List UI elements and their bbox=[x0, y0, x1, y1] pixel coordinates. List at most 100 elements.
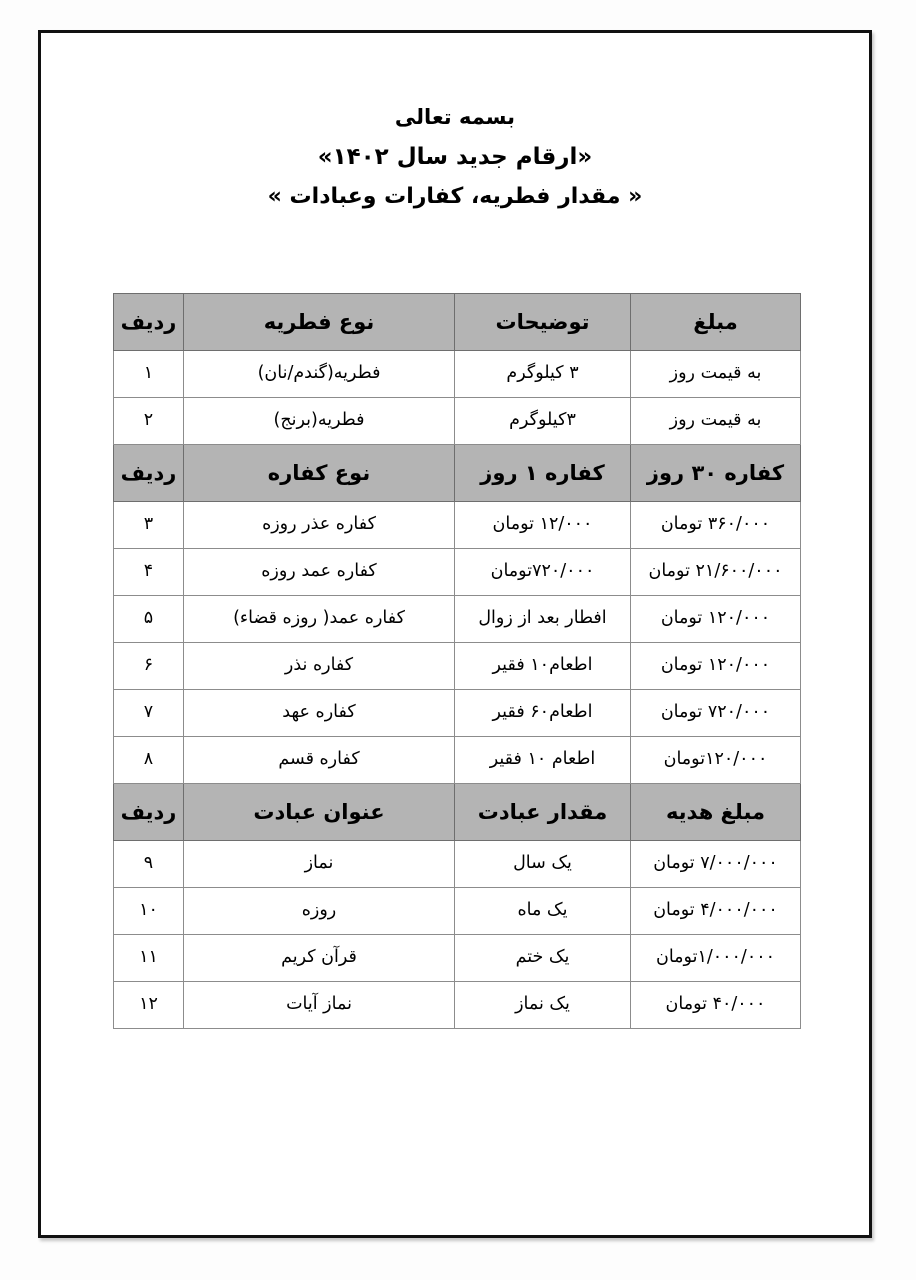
table-row: ۱۲۰/۰۰۰ تومان اطعام۱۰ فقیر کفاره نذر ۶ bbox=[113, 642, 801, 690]
cell-detail: اطعام۱۰ فقیر bbox=[454, 642, 631, 690]
table-row: ۱۲۰/۰۰۰ تومان افطار بعد از زوال کفاره عم… bbox=[113, 595, 801, 643]
cell-title: کفاره عمد( روزه قضاء) bbox=[183, 595, 455, 643]
document-heading: بسمه تعالی «ارقام جدید سال ۱۴۰۲» « مقدار… bbox=[41, 105, 869, 209]
rates-table: مبلغ توضیحات نوع فطریه ردیف به قیمت روز bbox=[113, 293, 801, 1029]
cell-title-value: کفاره قسم bbox=[278, 749, 360, 770]
cell-title-value: کفاره نذر bbox=[284, 655, 354, 676]
document-sheet: بسمه تعالی «ارقام جدید سال ۱۴۰۲» « مقدار… bbox=[38, 30, 872, 1238]
cell-title: فطریه(برنج) bbox=[183, 397, 455, 445]
cell-index-value: ۳ bbox=[143, 514, 154, 535]
column-header-title: نوع کفاره bbox=[183, 444, 455, 502]
column-header-index: ردیف bbox=[113, 783, 184, 841]
cell-index-value: ۸ bbox=[143, 749, 154, 770]
cell-detail-value: ۳کیلوگرم bbox=[509, 410, 576, 431]
table-row: به قیمت روز ۳ کیلوگرم فطریه(گندم/نان) ۱ bbox=[113, 350, 801, 398]
cell-amount: ۴/۰۰۰/۰۰۰ تومان bbox=[630, 887, 801, 935]
cell-detail: افطار بعد از زوال bbox=[454, 595, 631, 643]
table-row: ۱۲۰/۰۰۰تومان اطعام ۱۰ فقیر کفاره قسم ۸ bbox=[113, 736, 801, 784]
cell-amount: ۱۲۰/۰۰۰ تومان bbox=[630, 642, 801, 690]
table-row: ۷۲۰/۰۰۰ تومان اطعام۶۰ فقیر کفاره عهد ۷ bbox=[113, 689, 801, 737]
cell-title-value: نماز bbox=[304, 853, 334, 874]
cell-amount-value: ۴/۰۰۰/۰۰۰ تومان bbox=[653, 900, 778, 921]
cell-detail-value: یک نماز bbox=[515, 994, 570, 1015]
column-header-detail-label: کفاره ۱ روز bbox=[480, 460, 605, 485]
column-header-title-label: عنوان عبادت bbox=[253, 799, 385, 824]
cell-detail: ۳ کیلوگرم bbox=[454, 350, 631, 398]
cell-index-value: ۲ bbox=[143, 410, 154, 431]
cell-amount-value: به قیمت روز bbox=[669, 410, 762, 431]
cell-index-value: ۷ bbox=[143, 702, 154, 723]
cell-amount-value: ۱۲۰/۰۰۰ تومان bbox=[660, 655, 771, 676]
cell-detail-value: اطعام۱۰ فقیر bbox=[492, 655, 593, 676]
cell-index-value: ۵ bbox=[143, 608, 154, 629]
column-header-title-label: نوع کفاره bbox=[267, 460, 371, 485]
cell-amount: ۱۲۰/۰۰۰ تومان bbox=[630, 595, 801, 643]
column-header-detail: کفاره ۱ روز bbox=[454, 444, 631, 502]
cell-index: ۱۱ bbox=[113, 934, 184, 982]
cell-detail: ۳کیلوگرم bbox=[454, 397, 631, 445]
cell-index-value: ۹ bbox=[143, 853, 154, 874]
cell-index: ۸ bbox=[113, 736, 184, 784]
column-header-index-label: ردیف bbox=[120, 309, 177, 334]
cell-index-value: ۶ bbox=[143, 655, 154, 676]
cell-title: کفاره عمد روزه bbox=[183, 548, 455, 596]
cell-amount: ۴۰/۰۰۰ تومان bbox=[630, 981, 801, 1029]
cell-title: کفاره قسم bbox=[183, 736, 455, 784]
cell-amount-value: ۱۲۰/۰۰۰تومان bbox=[663, 749, 768, 770]
table-row: ۱/۰۰۰/۰۰۰تومان یک ختم قرآن کریم ۱۱ bbox=[113, 934, 801, 982]
column-header-index: ردیف bbox=[113, 444, 184, 502]
column-header-amount-label: مبلغ bbox=[693, 309, 738, 334]
cell-index-value: ۱۰ bbox=[139, 900, 158, 921]
section-header-kafareh: کفاره ۳۰ روز کفاره ۱ روز نوع کفاره ردیف bbox=[113, 444, 801, 502]
cell-amount: ۷/۰۰۰/۰۰۰ تومان bbox=[630, 840, 801, 888]
cell-index: ۳ bbox=[113, 501, 184, 549]
cell-index-value: ۴ bbox=[143, 561, 154, 582]
cell-title: کفاره عذر روزه bbox=[183, 501, 455, 549]
cell-title: نماز آیات bbox=[183, 981, 455, 1029]
cell-amount-value: به قیمت روز bbox=[669, 363, 762, 384]
cell-amount: به قیمت روز bbox=[630, 397, 801, 445]
section-header-fitriyeh: مبلغ توضیحات نوع فطریه ردیف bbox=[113, 293, 801, 351]
cell-title-value: کفاره عذر روزه bbox=[262, 514, 376, 535]
cell-index: ۱۲ bbox=[113, 981, 184, 1029]
cell-amount-value: ۷/۰۰۰/۰۰۰ تومان bbox=[653, 853, 778, 874]
table-row: ۴۰/۰۰۰ تومان یک نماز نماز آیات ۱۲ bbox=[113, 981, 801, 1029]
table-row: ۴/۰۰۰/۰۰۰ تومان یک ماه روزه ۱۰ bbox=[113, 887, 801, 935]
cell-index: ۵ bbox=[113, 595, 184, 643]
cell-amount-value: ۱/۰۰۰/۰۰۰تومان bbox=[655, 947, 776, 968]
cell-title-value: قرآن کریم bbox=[281, 947, 357, 968]
cell-detail-value: یک ختم bbox=[515, 947, 570, 968]
table-row: به قیمت روز ۳کیلوگرم فطریه(برنج) ۲ bbox=[113, 397, 801, 445]
cell-detail: یک نماز bbox=[454, 981, 631, 1029]
table-row: ۳۶۰/۰۰۰ تومان ۱۲/۰۰۰ تومان کفاره عذر روز… bbox=[113, 501, 801, 549]
cell-detail-value: ۱۲/۰۰۰ تومان bbox=[492, 514, 593, 535]
cell-index: ۲ bbox=[113, 397, 184, 445]
cell-detail: یک سال bbox=[454, 840, 631, 888]
cell-amount-value: ۳۶۰/۰۰۰ تومان bbox=[660, 514, 771, 535]
cell-title: قرآن کریم bbox=[183, 934, 455, 982]
cell-title: کفاره عهد bbox=[183, 689, 455, 737]
cell-amount-value: ۷۲۰/۰۰۰ تومان bbox=[660, 702, 771, 723]
cell-title-value: کفاره عهد bbox=[282, 702, 356, 723]
cell-title: فطریه(گندم/نان) bbox=[183, 350, 455, 398]
section-header-ebadat: مبلغ هدیه مقدار عبادت عنوان عبادت ردیف bbox=[113, 783, 801, 841]
cell-title: نماز bbox=[183, 840, 455, 888]
cell-detail-value: افطار بعد از زوال bbox=[478, 608, 607, 629]
table-row: ۷/۰۰۰/۰۰۰ تومان یک سال نماز ۹ bbox=[113, 840, 801, 888]
cell-amount-value: ۲۱/۶۰۰/۰۰۰ تومان bbox=[648, 561, 783, 582]
cell-index-value: ۱۲ bbox=[139, 994, 158, 1015]
cell-index-value: ۱ bbox=[143, 363, 154, 384]
cell-title-value: نماز آیات bbox=[286, 994, 352, 1015]
cell-detail-value: یک ماه bbox=[517, 900, 568, 921]
cell-amount: ۳۶۰/۰۰۰ تومان bbox=[630, 501, 801, 549]
cell-detail-value: یک سال bbox=[513, 853, 572, 874]
cell-amount-value: ۴۰/۰۰۰ تومان bbox=[665, 994, 766, 1015]
cell-index: ۱ bbox=[113, 350, 184, 398]
cell-index: ۴ bbox=[113, 548, 184, 596]
cell-index: ۱۰ bbox=[113, 887, 184, 935]
table-row: ۲۱/۶۰۰/۰۰۰ تومان ۷۲۰/۰۰۰تومان کفاره عمد … bbox=[113, 548, 801, 596]
cell-amount-value: ۱۲۰/۰۰۰ تومان bbox=[660, 608, 771, 629]
cell-detail-value: ۳ کیلوگرم bbox=[506, 363, 579, 384]
cell-amount: ۷۲۰/۰۰۰ تومان bbox=[630, 689, 801, 737]
